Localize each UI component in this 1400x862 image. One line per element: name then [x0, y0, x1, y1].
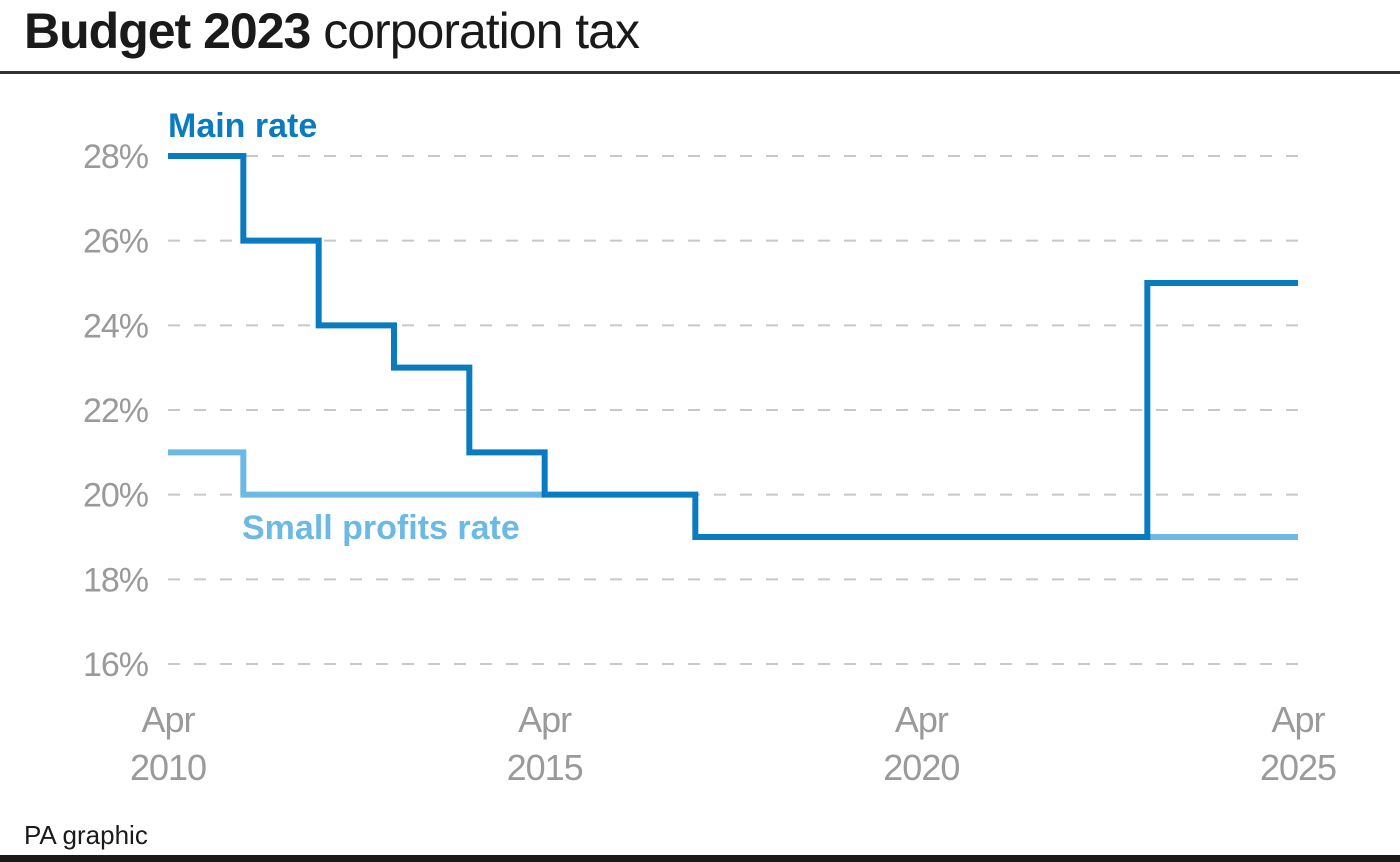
legend-small-profits-rate: Small profits rate — [242, 509, 520, 547]
title-divider — [0, 71, 1400, 74]
page-title: Budget 2023 corporation tax — [24, 2, 640, 60]
grid — [168, 155, 1302, 665]
y-tick-label: 26% — [83, 223, 149, 261]
y-tick-label: 24% — [83, 307, 149, 345]
x-tick-label-month: Apr — [1271, 699, 1325, 740]
y-tick-label: 16% — [83, 646, 149, 684]
y-tick-label: 20% — [83, 477, 149, 515]
y-tick-label: 22% — [83, 392, 149, 430]
y-axis-ticks: 28% 26% 24% 22% 20% 18% 16% — [83, 138, 150, 684]
x-tick-label-year: 2025 — [1260, 747, 1336, 788]
source-credit: PA graphic — [24, 820, 148, 850]
legend-main-rate: Main rate — [168, 107, 317, 145]
footer-bar — [0, 855, 1400, 862]
y-tick-label: 18% — [83, 561, 149, 599]
series-lines — [168, 153, 1298, 540]
x-tick-label-month: Apr — [518, 699, 572, 740]
x-tick-label-year: 2015 — [507, 747, 583, 788]
x-tick-label-month: Apr — [141, 699, 195, 740]
y-tick-label: 28% — [83, 138, 149, 176]
x-axis-ticks: Apr 2010 Apr 2015 Apr 2020 Apr 2025 — [130, 699, 1337, 788]
title-rest: corporation tax — [323, 3, 640, 59]
title-bold: Budget 2023 — [24, 3, 311, 59]
x-tick-label-month: Apr — [895, 699, 949, 740]
small-profits-rate-line — [168, 449, 545, 498]
x-tick-label-year: 2010 — [130, 747, 206, 788]
x-tick-label-year: 2020 — [883, 747, 959, 788]
main-rate-line — [168, 153, 1298, 540]
